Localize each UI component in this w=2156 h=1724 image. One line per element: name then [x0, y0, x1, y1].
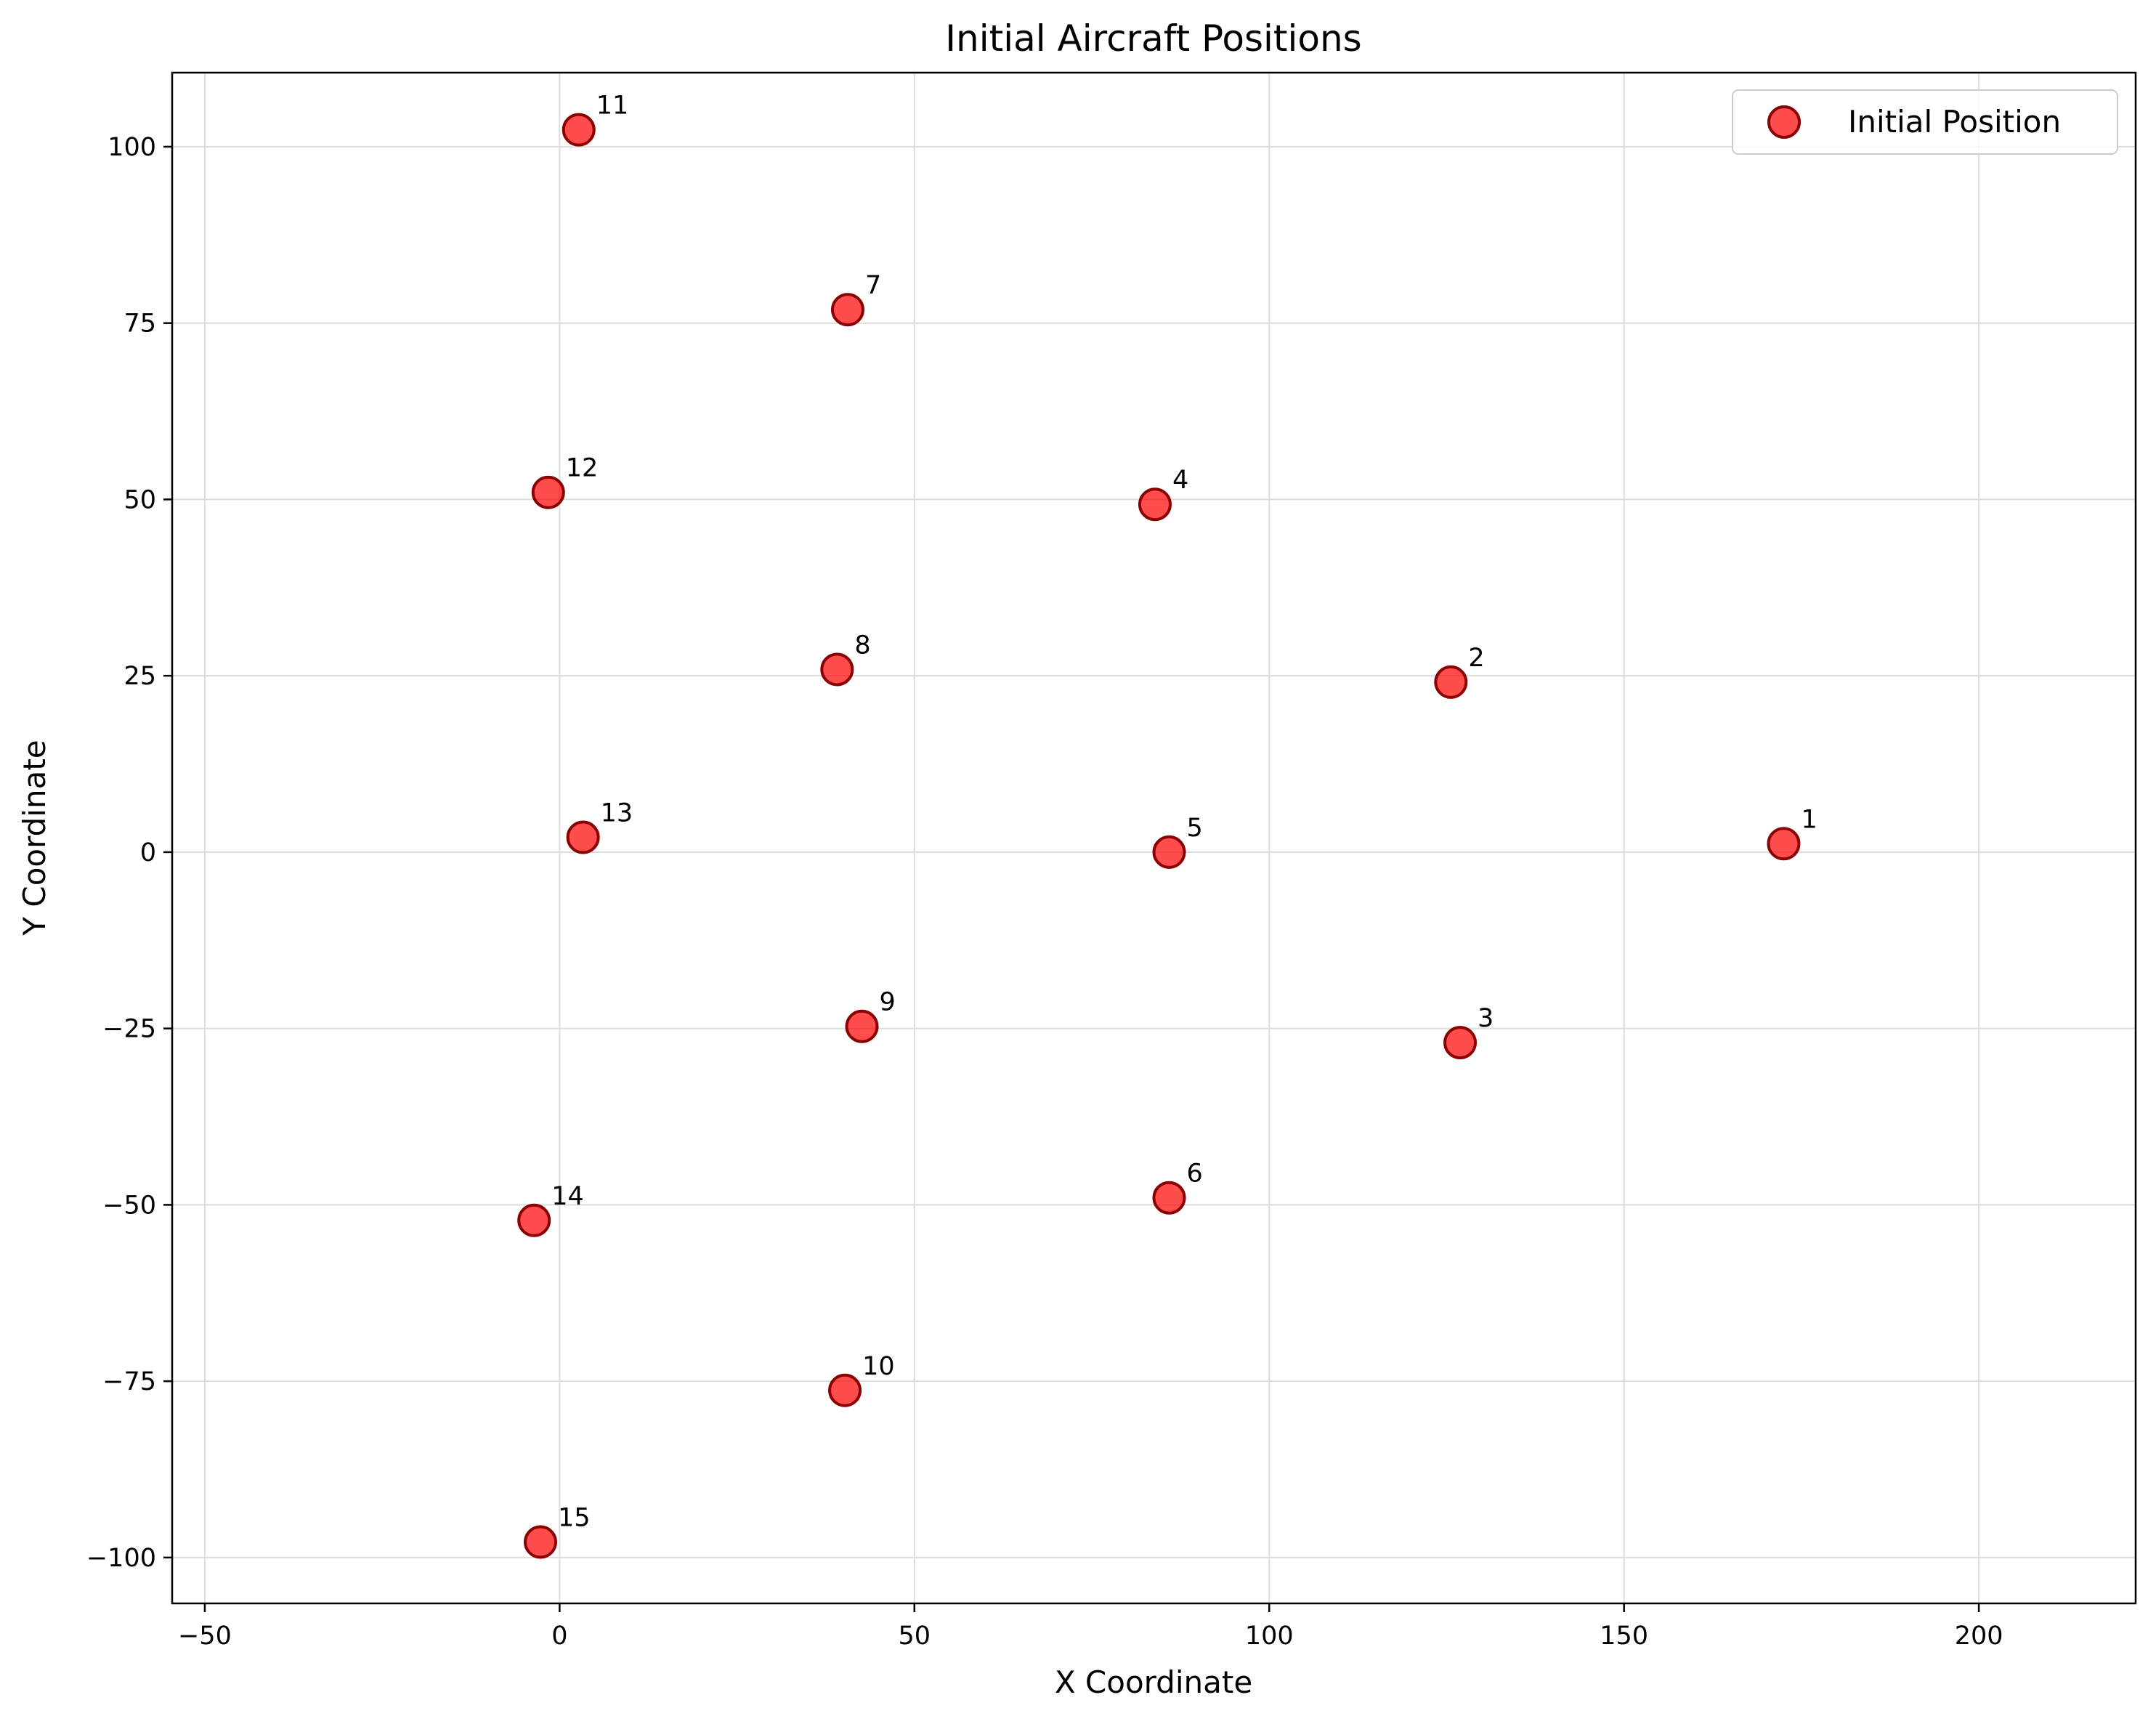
legend-marker — [1767, 105, 1801, 139]
point-label: 4 — [1172, 466, 1188, 495]
point-label: 6 — [1187, 1160, 1203, 1189]
scatter-point — [566, 820, 600, 854]
y-tick-label: −25 — [102, 1015, 156, 1044]
scatter-point — [1443, 1026, 1478, 1060]
x-tick-label: 50 — [899, 1622, 931, 1651]
legend-box — [1732, 89, 2118, 155]
plot-frame — [171, 71, 2137, 1605]
scatter-point — [1152, 835, 1186, 869]
point-label: 5 — [1187, 814, 1203, 843]
y-tick-label: 100 — [108, 133, 156, 162]
legend: Initial Position — [1732, 89, 2118, 155]
y-tick-label: 25 — [123, 662, 156, 691]
x-tick-label: −50 — [178, 1622, 232, 1651]
scatter-point — [1152, 1181, 1186, 1215]
y-tick-label: −100 — [86, 1544, 156, 1573]
grid — [172, 73, 2136, 1603]
y-axis-ticks: −100 −75 −50 −25 0 25 50 75 100 — [86, 133, 172, 1573]
point-label: 3 — [1478, 1004, 1494, 1033]
point-label: 11 — [596, 92, 629, 121]
scatter-point — [820, 652, 854, 687]
x-axis-label: X Coordinate — [1055, 1664, 1252, 1700]
scatter-point — [1767, 827, 1801, 861]
point-label: 7 — [865, 271, 881, 300]
legend-label: Initial Position — [1848, 104, 2061, 139]
scatter-point — [828, 1373, 862, 1407]
x-axis-ticks: −50 0 50 100 150 200 — [178, 1603, 2003, 1651]
y-axis-label: Y Coordinate — [17, 740, 52, 936]
x-tick-label: 200 — [1955, 1622, 2003, 1651]
x-tick-label: 150 — [1600, 1622, 1648, 1651]
y-tick-label: 75 — [123, 309, 156, 339]
scatter-point — [1138, 487, 1172, 522]
point-label: 12 — [566, 454, 599, 483]
scatter-point — [845, 1009, 879, 1043]
y-tick-label: 0 — [140, 838, 156, 867]
point-label: 15 — [558, 1504, 591, 1533]
point-label: 10 — [862, 1352, 895, 1381]
y-tick-label: −75 — [102, 1367, 156, 1396]
scatter-point — [531, 475, 565, 509]
point-label: 13 — [601, 799, 633, 828]
x-tick-label: 0 — [551, 1622, 567, 1651]
point-label: 9 — [880, 988, 896, 1017]
scatter-point — [562, 113, 596, 147]
scatter-point — [517, 1203, 551, 1237]
point-label: 2 — [1468, 644, 1484, 673]
data-points — [517, 113, 1801, 1559]
x-tick-label: 100 — [1245, 1622, 1294, 1651]
y-tick-label: 50 — [123, 485, 156, 514]
scatter-point — [830, 293, 864, 327]
point-label: 1 — [1801, 805, 1817, 834]
chart-title: Initial Aircraft Positions — [945, 17, 1361, 60]
point-label: 14 — [551, 1182, 584, 1211]
point-label: 8 — [854, 631, 870, 660]
scatter-point — [523, 1525, 557, 1559]
scatter-point — [1434, 665, 1468, 699]
y-tick-label: −50 — [102, 1191, 156, 1220]
